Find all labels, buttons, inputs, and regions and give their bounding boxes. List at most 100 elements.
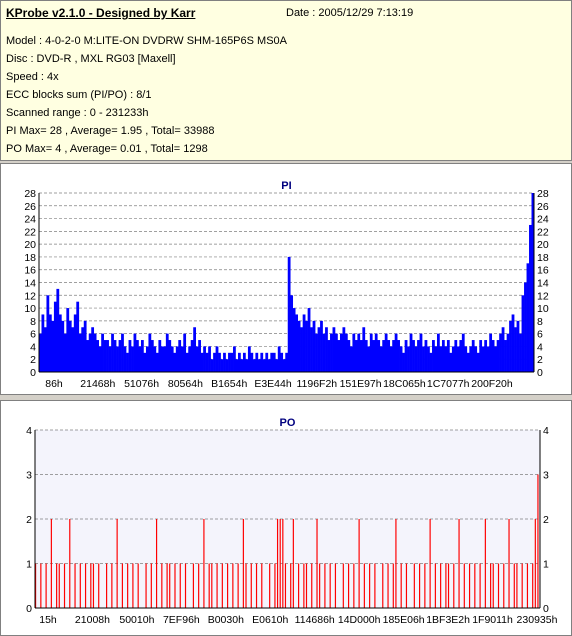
y-tick-label-right: 28 — [537, 188, 549, 200]
data-bar — [175, 346, 179, 372]
info-model: Model : 4-0-2-0 M:LITE-ON DVDRW SHM-165P… — [6, 35, 287, 47]
data-bar — [188, 346, 192, 372]
y-tick-label-left: 6 — [30, 329, 36, 341]
chart-title: PI — [281, 180, 291, 192]
data-bar — [503, 563, 505, 608]
data-bar — [392, 563, 394, 608]
data-bar — [90, 563, 92, 608]
data-bar — [344, 333, 348, 372]
data-bar — [315, 333, 318, 372]
data-bar — [230, 352, 234, 372]
info-disc: Disc : DVD-R , MXL RG03 [Maxell] — [6, 53, 176, 65]
x-tick-label: 80564h — [168, 378, 203, 390]
data-bar — [305, 320, 308, 372]
data-bar — [342, 563, 344, 608]
data-bar — [476, 352, 480, 372]
data-bar — [463, 563, 465, 608]
data-bar — [136, 340, 139, 372]
data-bar — [245, 359, 249, 372]
y-tick-label-right: 3 — [543, 470, 549, 482]
data-bar — [429, 519, 431, 608]
y-tick-label-left: 8 — [30, 316, 36, 328]
data-bar — [439, 346, 443, 372]
data-bar — [250, 352, 254, 372]
data-bar — [364, 340, 368, 372]
data-bar — [382, 563, 384, 608]
data-bar — [126, 352, 129, 372]
data-bar — [324, 563, 326, 608]
data-bar — [68, 320, 72, 372]
data-bar — [128, 340, 132, 372]
data-bar — [501, 327, 505, 372]
x-tick-label: B1654h — [211, 378, 247, 390]
data-bar — [242, 519, 244, 608]
data-bar — [532, 563, 534, 608]
y-tick-label-left: 4 — [26, 425, 32, 437]
data-bar — [424, 563, 426, 608]
data-bar — [434, 563, 436, 608]
data-bar — [474, 563, 476, 608]
data-bar — [440, 563, 442, 608]
data-bar — [295, 314, 298, 372]
data-bar — [419, 563, 421, 608]
data-bar — [88, 333, 92, 372]
data-bar — [387, 340, 391, 372]
data-bar — [63, 563, 66, 608]
data-bar — [513, 563, 515, 608]
data-bar — [521, 295, 525, 372]
x-tick-label: B0030h — [208, 614, 244, 626]
data-bar — [46, 295, 50, 372]
data-bar — [354, 340, 358, 372]
data-bar — [101, 333, 104, 372]
data-bar — [441, 340, 445, 372]
data-bar — [277, 346, 281, 372]
y-tick-label-right: 24 — [537, 214, 549, 226]
y-tick-label-right: 20 — [537, 239, 549, 251]
y-tick-label-right: 12 — [537, 290, 549, 302]
data-bar — [195, 346, 199, 372]
y-tick-label-right: 8 — [537, 316, 543, 328]
x-tick-label: E0610h — [252, 614, 288, 626]
data-bar — [228, 352, 231, 372]
data-bar — [237, 352, 241, 372]
data-bar — [446, 340, 450, 372]
data-bar — [305, 563, 308, 608]
y-tick-label-left: 4 — [30, 341, 36, 353]
x-tick-label: 51076h — [124, 378, 159, 390]
data-bar — [377, 340, 381, 372]
data-bar — [247, 346, 251, 372]
data-bar — [190, 340, 194, 372]
data-bar — [471, 340, 475, 372]
data-bar — [389, 346, 393, 372]
data-bar — [330, 333, 333, 372]
data-bar — [537, 474, 539, 608]
data-bar — [143, 352, 147, 372]
data-bar — [280, 352, 284, 372]
data-bar — [456, 346, 460, 372]
data-bar — [179, 563, 181, 608]
data-bar — [496, 340, 500, 372]
data-bar — [347, 563, 350, 608]
data-bar — [486, 346, 490, 372]
data-bar — [444, 346, 448, 372]
data-bar — [250, 563, 252, 608]
data-bar — [245, 563, 247, 608]
data-bar — [405, 563, 408, 608]
y-tick-label-left: 10 — [24, 303, 36, 315]
data-bar — [138, 346, 142, 372]
data-bar — [71, 327, 75, 372]
data-bar — [310, 327, 313, 372]
x-tick-label: 185E06h — [383, 614, 425, 626]
data-bar — [292, 308, 296, 372]
data-bar — [424, 340, 428, 372]
data-bar — [274, 563, 276, 608]
data-bar — [225, 359, 229, 372]
po-chart: PO 0 0 1 1 2 2 3 3 4 4 15h 21008h 50010h 7EF96h B0030h E… — [26, 417, 557, 626]
data-bar — [382, 340, 386, 372]
data-bar — [489, 333, 493, 372]
data-bar — [198, 340, 201, 372]
data-bar — [322, 333, 326, 372]
data-bar — [302, 314, 306, 372]
data-bar — [497, 563, 500, 608]
data-bar — [161, 563, 163, 608]
